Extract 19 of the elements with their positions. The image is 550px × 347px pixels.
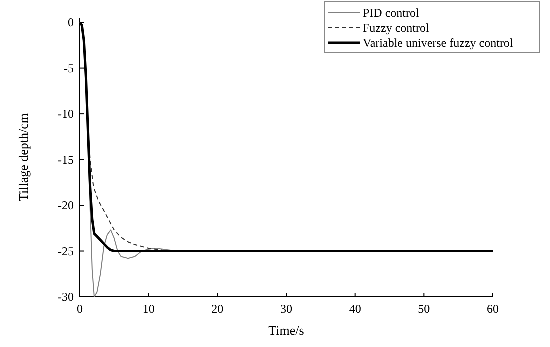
x-axis-title: Time/s bbox=[268, 323, 304, 338]
y-tick-label: -5 bbox=[64, 61, 74, 76]
y-tick-label: -30 bbox=[58, 290, 74, 304]
y-tick-label: -15 bbox=[58, 152, 74, 167]
x-tick-label: 10 bbox=[142, 302, 155, 316]
x-tick-label: 40 bbox=[349, 302, 362, 316]
legend-label: PID control bbox=[363, 6, 420, 20]
x-tick-label: 60 bbox=[487, 302, 499, 316]
legend-label: Fuzzy control bbox=[363, 21, 430, 35]
x-tick-label: 0 bbox=[77, 302, 83, 316]
x-tick-label: 20 bbox=[212, 302, 224, 316]
y-tick-label: -20 bbox=[58, 198, 74, 213]
y-axis-title: Tillage depth/cm bbox=[16, 114, 31, 202]
y-tick-label: -25 bbox=[58, 244, 74, 258]
legend-label: Variable universe fuzzy control bbox=[363, 36, 514, 50]
x-tick-label: 30 bbox=[280, 302, 292, 316]
x-tick-label: 50 bbox=[418, 302, 430, 316]
y-tick-label: 0 bbox=[68, 16, 74, 30]
y-tick-label: -10 bbox=[58, 107, 74, 122]
